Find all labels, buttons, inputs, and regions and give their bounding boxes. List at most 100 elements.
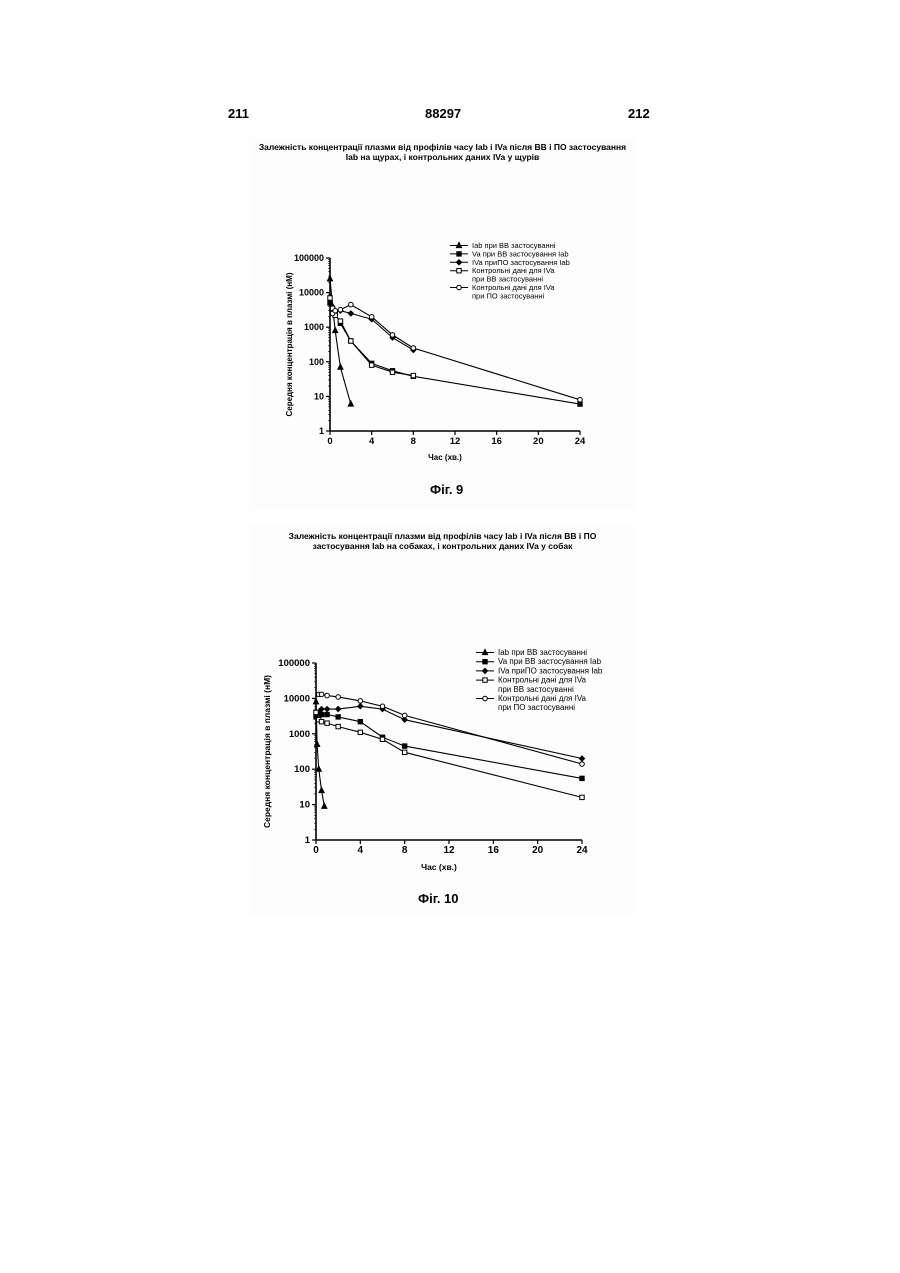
data-point: [348, 311, 353, 316]
series-4: [314, 710, 584, 799]
figure-10-title-line2: застосування Iab на собаках, і контрольн…: [250, 541, 635, 551]
data-point: [314, 710, 318, 714]
figure-9-title-line2: Iab на щурах, і контрольних даних IVa у …: [250, 152, 635, 162]
data-point: [390, 370, 394, 374]
y-tick-label: 1000: [304, 322, 324, 332]
x-axis-label: Час (хв.): [428, 453, 462, 462]
figure-10-label: Фіг. 10: [418, 891, 459, 906]
legend-marker: [456, 260, 461, 265]
right-page-number: 212: [628, 106, 650, 121]
x-tick-label: 16: [488, 845, 500, 856]
legend-marker: [457, 269, 461, 273]
data-point: [411, 373, 415, 377]
figure-9-chart: 11010010001000010000004812162024Час (хв.…: [250, 168, 635, 498]
y-tick-label: 100: [309, 357, 324, 367]
y-tick-label: 1000: [289, 729, 310, 740]
data-point: [358, 704, 363, 709]
data-point: [319, 787, 324, 792]
x-tick-label: 20: [533, 436, 544, 447]
legend-label: Контрольні дані для IVa: [498, 694, 587, 703]
legend-label: Контрольні дані для IVa: [498, 676, 587, 685]
x-axis-label: Час (хв.): [421, 862, 457, 872]
data-point: [333, 308, 338, 313]
legend-marker: [456, 242, 461, 247]
x-tick-label: 4: [369, 436, 375, 447]
data-point: [358, 699, 363, 704]
legend-label: Iab при ВВ застосуванні: [498, 648, 587, 657]
x-tick-label: 8: [411, 436, 416, 447]
legend: Iab при ВВ застосуванніVa при ВВ застосу…: [450, 241, 570, 300]
data-point: [316, 766, 321, 771]
data-point: [349, 339, 353, 343]
data-point: [336, 724, 340, 728]
x-tick-label: 0: [313, 845, 319, 856]
data-point: [336, 715, 340, 719]
legend-label-line2: при ВВ застосуванні: [498, 685, 574, 694]
x-tick-label: 24: [576, 845, 588, 856]
data-point: [333, 327, 338, 332]
series-line: [330, 279, 351, 404]
data-point: [348, 401, 353, 406]
y-tick-label: 10: [314, 391, 324, 401]
data-point: [325, 693, 330, 698]
data-point: [358, 730, 362, 734]
figure-9-panel: Залежність концентрації плазми від профі…: [250, 138, 635, 510]
legend-label-line2: при ПО застосуванні: [472, 291, 545, 300]
figure-10-title-line1: Залежність концентрації плазми від профі…: [250, 531, 635, 541]
y-tick-label: 10000: [299, 288, 324, 298]
data-point: [327, 276, 332, 281]
y-tick-label: 100000: [278, 658, 310, 669]
figure-10-panel: Залежність концентрації плазми від профі…: [250, 525, 635, 915]
data-point: [369, 363, 373, 367]
data-point: [325, 712, 329, 716]
data-point: [319, 719, 323, 723]
data-point: [580, 776, 584, 780]
data-point: [402, 744, 406, 748]
x-tick-label: 20: [532, 845, 544, 856]
legend-marker: [457, 285, 462, 290]
data-point: [580, 795, 584, 799]
figure-9-label: Фіг. 9: [430, 482, 463, 497]
series-line: [316, 713, 582, 779]
x-tick-label: 12: [443, 845, 455, 856]
legend-marker: [483, 678, 487, 682]
data-point: [579, 756, 584, 761]
data-point: [380, 737, 384, 741]
x-tick-label: 16: [491, 436, 502, 447]
legend-label: IVa приПО застосування Iab: [498, 666, 603, 675]
left-page-number: 211: [228, 106, 249, 121]
x-tick-label: 24: [575, 436, 586, 447]
data-point: [402, 713, 407, 718]
data-point: [580, 762, 585, 767]
data-point: [319, 692, 324, 697]
y-tick-label: 100000: [294, 253, 324, 263]
series-3: [316, 704, 584, 761]
legend-marker: [483, 696, 488, 701]
figure-10-chart: 11010010001000010000004812162024Час (хв.…: [250, 557, 635, 912]
document-number: 88297: [425, 106, 461, 121]
series-2: [328, 301, 582, 406]
data-point: [328, 296, 332, 300]
data-point: [338, 364, 343, 369]
legend-marker: [482, 649, 487, 654]
x-tick-label: 0: [327, 436, 332, 447]
legend-marker: [483, 660, 487, 664]
series-2: [314, 710, 584, 780]
series-5: [330, 302, 582, 402]
x-tick-label: 4: [358, 845, 364, 856]
legend: Iab при ВВ застосуванніVa при ВВ застосу…: [476, 648, 603, 712]
data-point: [322, 803, 327, 808]
data-point: [338, 319, 342, 323]
data-point: [325, 721, 329, 725]
y-axis-label: Середня концентрація в плазмі (нМ): [285, 272, 294, 416]
y-tick-label: 1: [305, 835, 311, 846]
data-point: [411, 346, 416, 351]
legend-marker: [457, 252, 461, 256]
data-point: [349, 302, 354, 307]
data-point: [336, 706, 341, 711]
series-line: [316, 713, 582, 798]
legend-marker: [482, 668, 487, 673]
x-tick-label: 12: [450, 436, 461, 447]
figure-9-title-line1: Залежність концентрації плазми від профі…: [250, 142, 635, 152]
legend-label: Va при ВВ застосування Iab: [498, 657, 602, 666]
